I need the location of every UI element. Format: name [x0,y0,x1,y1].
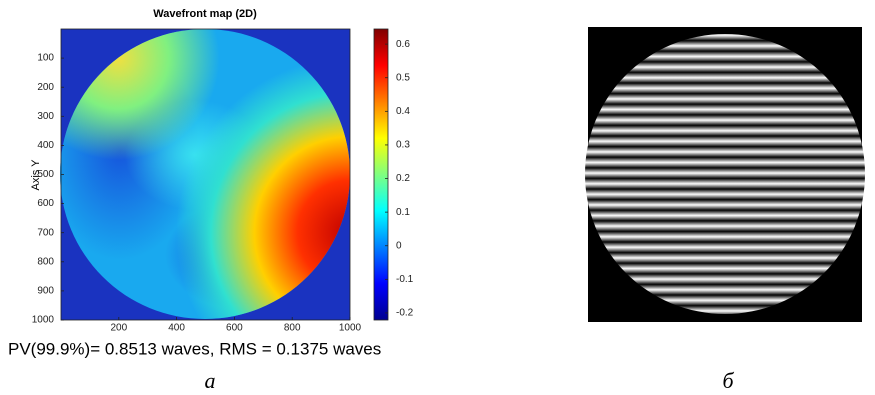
colorbar-tick-label: 0.3 [396,140,410,151]
y-tick-label: 500 [37,169,54,180]
x-tick-label: 800 [284,323,301,334]
annotation: PV(99.9%)= 0.8513 waves, RMS = 0.1375 wa… [8,339,381,358]
x-tick-label: 600 [226,323,243,334]
y-tick-label: 1000 [32,315,55,326]
y-tick-label: 400 [37,140,54,151]
colorbar-tick-label: 0.5 [396,72,410,83]
caption: а [205,368,216,393]
x-tick-label: 400 [168,323,185,334]
y-tick-label: 100 [37,53,54,64]
y-tick-label: 800 [37,256,54,267]
colorbar-tick-label: -0.2 [396,308,414,319]
colorbar-tick-label: 0.6 [396,39,410,50]
figure: Wavefront map (2D) Axis Y PV(99.9%)= 0.8… [0,0,875,395]
x-tick-label: 1000 [339,323,362,334]
y-tick-label: 900 [37,286,54,297]
caption: б [722,368,734,393]
x-tick-label: 200 [110,323,127,334]
colorbar [374,29,388,320]
y-tick-label: 600 [37,198,54,209]
colorbar-tick-label: 0.1 [396,207,410,218]
colorbar-tick-label: -0.1 [396,274,414,285]
colorbar-tick-label: 0.4 [396,106,410,117]
y-tick-label: 700 [37,227,54,238]
y-tick-label: 200 [37,82,54,93]
colorbar-tick-label: 0.2 [396,173,410,184]
colorbar-tick-label: 0 [396,240,402,251]
chart-title: Wavefront map (2D) [153,8,257,20]
y-tick-label: 300 [37,111,54,122]
